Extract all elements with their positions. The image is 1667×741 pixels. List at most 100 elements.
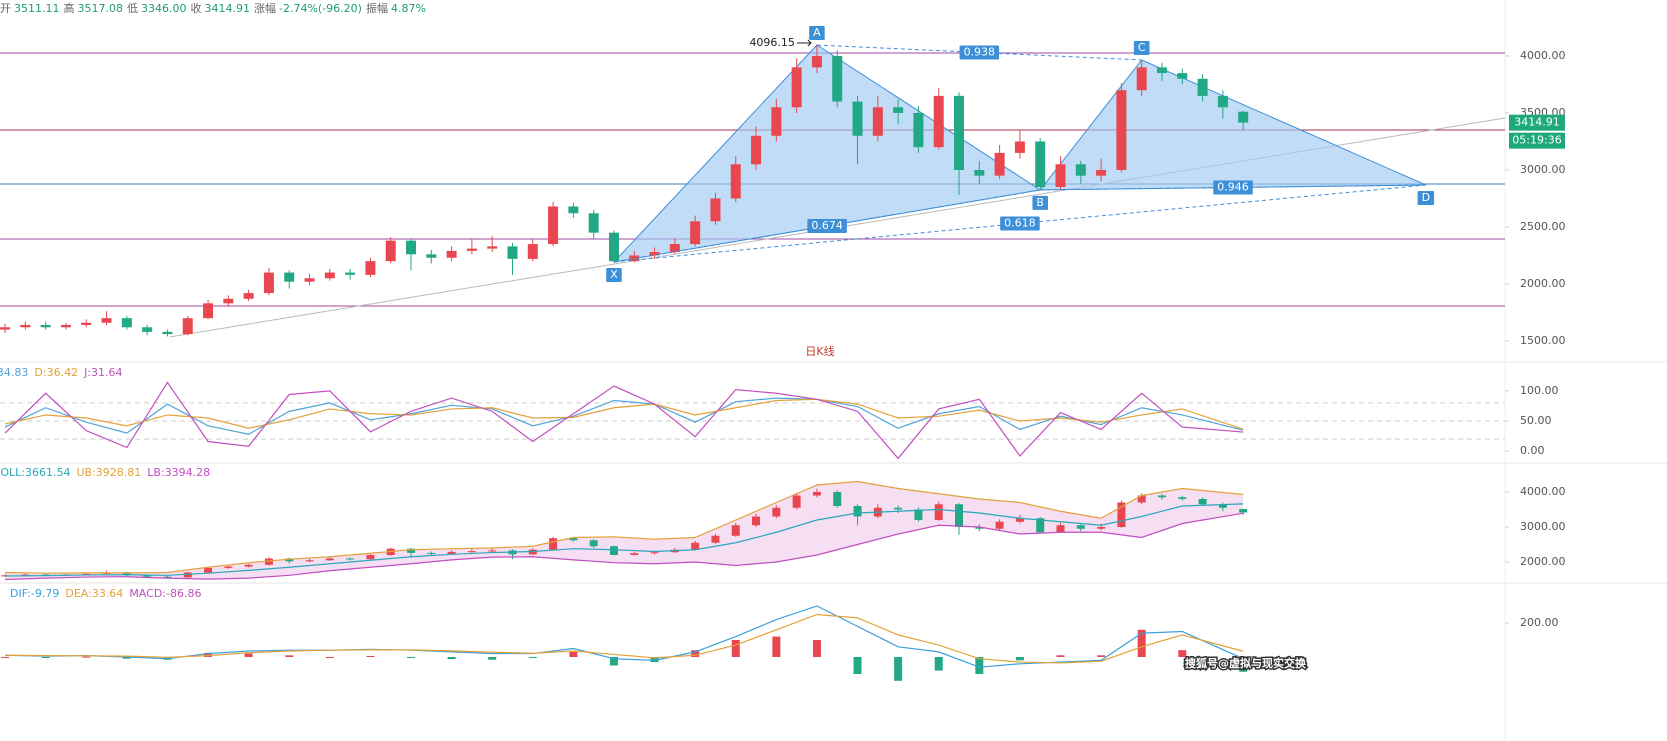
- candle-body: [1015, 518, 1024, 522]
- candle-body: [589, 540, 598, 547]
- candle-body: [81, 322, 92, 326]
- y-tick-label: 100.00: [1520, 384, 1559, 397]
- candle-body: [955, 504, 964, 527]
- macd-bar: [204, 652, 213, 657]
- indicator-line: [5, 512, 1244, 581]
- y-tick-label: 3000.00: [1520, 163, 1566, 176]
- candle-body: [791, 67, 802, 108]
- macd-bar: [650, 656, 659, 663]
- candle-body: [568, 206, 579, 214]
- candle-body: [20, 325, 31, 328]
- macd-bar: [691, 650, 700, 657]
- candle-body: [650, 552, 659, 554]
- y-tick-label: 0.00: [1520, 444, 1545, 457]
- pattern-ratio-box: [959, 45, 1000, 60]
- candle-body: [752, 516, 761, 526]
- header-value: 3346.00: [141, 2, 187, 15]
- candle-body: [204, 567, 213, 573]
- pattern-point-box: [1133, 40, 1150, 55]
- indicator-line: [4, 398, 1244, 430]
- candle-body: [1075, 164, 1086, 176]
- candle-body: [812, 491, 821, 496]
- macd-bar: [528, 656, 537, 658]
- chart-title: 日K线: [805, 344, 834, 358]
- price-tag: 3414.91: [1514, 116, 1560, 129]
- header-label: 开: [0, 2, 11, 15]
- countdown: 05:19:36: [1512, 134, 1561, 147]
- pattern-point-text: D: [1422, 191, 1430, 204]
- candle-body: [1116, 90, 1127, 170]
- macd-bar: [285, 655, 294, 657]
- macd-bar: [853, 656, 862, 674]
- candle-body: [1238, 111, 1249, 123]
- pattern-point-text: X: [610, 268, 618, 281]
- candle-body: [365, 261, 376, 275]
- header-value: 3414.91: [204, 2, 251, 15]
- candle-body: [588, 213, 599, 233]
- pattern-point-box: [606, 267, 622, 282]
- y-tick-label: 1500.00: [1520, 334, 1566, 347]
- macd-bar: [812, 639, 821, 657]
- candle-body: [406, 240, 417, 255]
- candle-body: [772, 507, 781, 517]
- candle-body: [1218, 504, 1227, 508]
- pattern-connector: [613, 189, 1041, 263]
- pattern-point-text: A: [813, 26, 821, 39]
- pattern-point: B: [1032, 195, 1048, 210]
- candle-body: [182, 318, 193, 335]
- macd-bar: [1097, 655, 1106, 657]
- macd-bar: [569, 651, 578, 657]
- y-tick-label: 2500.00: [1520, 220, 1566, 233]
- pattern-point: C: [1133, 40, 1150, 55]
- pattern-ratio-text: 0.674: [811, 219, 843, 232]
- candle-body: [1076, 525, 1085, 529]
- candle-body: [121, 318, 132, 328]
- pattern-ratio-text: 0.938: [964, 45, 996, 58]
- candle-body: [629, 255, 640, 262]
- candle-body: [933, 95, 944, 148]
- pattern-ratio: 0.618: [1000, 216, 1040, 231]
- legend-entry: J:31.64: [83, 366, 122, 379]
- candle-body: [853, 505, 862, 517]
- candle-body: [893, 107, 904, 113]
- candle-body: [162, 331, 173, 335]
- candle-body: [223, 298, 234, 304]
- macd-bar: [325, 656, 334, 658]
- macd-bar: [894, 656, 903, 681]
- macd-bar: [934, 656, 943, 671]
- header-value: 4.87%: [390, 2, 426, 15]
- candle-body: [21, 574, 30, 576]
- header-label: 低: [127, 2, 138, 15]
- y-tick-label: 2000.00: [1520, 277, 1566, 290]
- indicator-line: [5, 605, 1244, 668]
- candle-body: [1097, 526, 1106, 529]
- candle-body: [1239, 509, 1248, 513]
- legend-entry: BOLL:3661.54: [0, 466, 70, 479]
- candle-body: [366, 555, 375, 560]
- candle-body: [833, 491, 842, 506]
- candle-body: [325, 558, 334, 561]
- macd-bar: [488, 656, 497, 660]
- pattern-point-text: B: [1036, 196, 1044, 209]
- macd-bar: [366, 655, 375, 657]
- candle-body: [1178, 497, 1187, 499]
- macd-bar: [975, 656, 984, 674]
- candle-body: [1217, 95, 1228, 108]
- candle-body: [507, 246, 518, 259]
- candle-body: [1036, 518, 1045, 533]
- candle-body: [1197, 78, 1208, 96]
- ohlc-header: 开 3511.11 高 3517.08 低 3346.00 收 3414.91 涨幅 -2.74%…: [0, 0, 426, 16]
- y-tick-label: 4000.00: [1520, 49, 1566, 62]
- candle-body: [1177, 73, 1188, 79]
- y-tick-label: 200.00: [1520, 616, 1559, 629]
- candle-body: [527, 244, 538, 259]
- candle-body: [771, 107, 782, 136]
- header-label: 涨幅: [254, 2, 276, 15]
- candle-body: [427, 552, 436, 554]
- candle-body: [852, 101, 863, 136]
- candle-body: [263, 272, 274, 294]
- candle-body: [304, 278, 315, 282]
- legend-entry: D:36.42: [34, 366, 78, 379]
- indicator-line: [4, 381, 1244, 460]
